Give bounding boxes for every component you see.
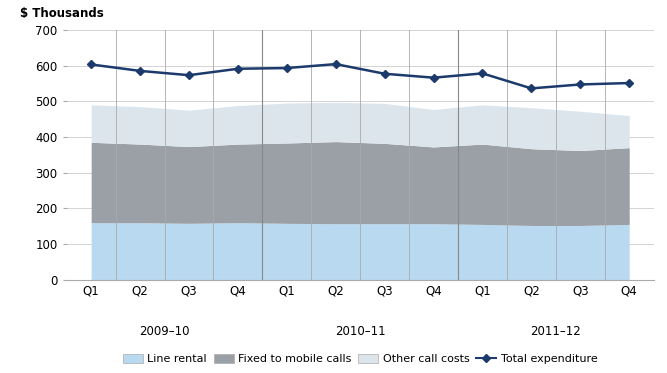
Text: 2010–11: 2010–11	[335, 325, 386, 338]
Text: $ Thousands: $ Thousands	[20, 7, 103, 20]
Text: 2011–12: 2011–12	[530, 325, 581, 338]
Text: 2009–10: 2009–10	[139, 325, 190, 338]
Legend: Line rental, Fixed to mobile calls, Other call costs, Total expenditure: Line rental, Fixed to mobile calls, Othe…	[123, 354, 598, 364]
